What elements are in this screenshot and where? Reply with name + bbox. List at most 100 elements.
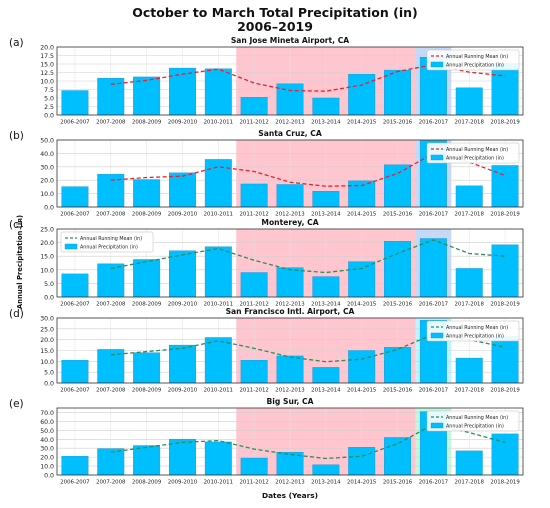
x-tick-label: 2017-2018 — [455, 302, 485, 308]
x-tick-label: 2008-2009 — [132, 212, 162, 218]
bar — [168, 344, 196, 384]
x-tick-label: 2006-2007 — [60, 302, 89, 308]
bar — [61, 456, 89, 476]
series-line-running-mean — [110, 239, 506, 274]
x-tick-label: 2013-2014 — [311, 388, 341, 394]
y-tick-label: 10.0 — [40, 191, 54, 198]
panel-label: (b) — [9, 130, 24, 142]
legend-label: Annual Running Mean (in) — [80, 236, 142, 242]
x-tick-label: 2014-2015 — [347, 388, 376, 394]
y-tick-label: 0.0 — [44, 205, 54, 212]
legend-box — [426, 320, 520, 342]
x-tick-label: 2012-2013 — [275, 388, 304, 394]
bar — [133, 179, 161, 208]
bar — [455, 268, 483, 298]
x-tick-label: 2016-2017 — [419, 302, 448, 308]
x-tick-label: 2006-2007 — [60, 212, 89, 218]
y-tick-label: 50.0 — [40, 428, 54, 435]
x-tick-label: 2012-2013 — [275, 120, 304, 126]
y-tick-label: 15.0 — [40, 254, 54, 261]
y-tick-label: 30.0 — [40, 446, 54, 453]
bar — [348, 180, 376, 208]
y-tick-label: 0.0 — [44, 113, 54, 120]
bar — [419, 238, 447, 298]
x-tick-label: 2016-2017 — [419, 388, 448, 394]
bar — [384, 437, 412, 476]
x-tick-label: 2017-2018 — [455, 480, 485, 486]
panel-1: 0.0 2.55.0 7.510.0 12.515.0 17.520.0 2006-200… — [9, 36, 524, 126]
x-tick-label: 2011-2012 — [239, 302, 268, 308]
x-tick-label: 2008-2009 — [132, 120, 162, 126]
bar — [97, 349, 125, 384]
x-tick-label: 2009-2010 — [168, 302, 198, 308]
figure-title: October to March Total Precipitation (in… — [0, 6, 550, 34]
y-tick-label: 20.0 — [40, 240, 54, 247]
x-tick-label: 2007-2008 — [96, 302, 126, 308]
bar — [97, 263, 125, 298]
bar — [168, 67, 196, 116]
y-tick-label: 5.0 — [44, 96, 54, 103]
x-tick-label: 2008-2009 — [132, 302, 162, 308]
x-tick-label: 2017-2018 — [455, 388, 485, 394]
y-tick-label: 60.0 — [40, 419, 54, 426]
series-line-running-mean — [110, 64, 506, 92]
legend-label: Annual Precipitation (in) — [446, 156, 504, 162]
x-tick-label: 2006-2007 — [60, 120, 89, 126]
x-tick-label: 2011-2012 — [239, 120, 268, 126]
x-tick-label: 2014-2015 — [347, 480, 376, 486]
y-tick-label: 0.0 — [44, 473, 54, 480]
legend-label: Annual Running Mean (in) — [446, 54, 508, 60]
bar — [312, 276, 340, 298]
bar — [133, 352, 161, 384]
bar — [491, 336, 519, 384]
y-tick-label: 50.0 — [40, 138, 54, 145]
x-tick-label: 2010-2011 — [204, 212, 233, 218]
bar — [455, 87, 483, 116]
y-tick-label: 25.0 — [40, 227, 54, 234]
panel-2: 0.0 10.0 20.0 30.0 40.0 50.0 2006-2007 2007-200… — [9, 129, 524, 218]
x-tick-label: 2006-2007 — [60, 388, 89, 394]
panel-title: Monterey, CA — [261, 218, 318, 227]
x-tick-label: 2015-2016 — [383, 120, 413, 126]
y-tick-label: 25.0 — [40, 326, 54, 333]
x-tick-label: 2014-2015 — [347, 212, 376, 218]
legend-label: Annual Running Mean (in) — [446, 147, 508, 153]
x-tick-label: 2018-2019 — [490, 388, 520, 394]
y-tick-label: 15.0 — [40, 348, 54, 355]
panel-label: (a) — [9, 37, 24, 49]
bar — [204, 159, 232, 208]
bar — [348, 447, 376, 476]
y-tick-label: 40.0 — [40, 151, 54, 158]
x-tick-label: 2013-2014 — [311, 480, 341, 486]
legend-label: Annual Precipitation (in) — [446, 334, 504, 340]
bar — [276, 184, 304, 208]
bar — [276, 267, 304, 298]
x-tick-label: 2007-2008 — [96, 388, 126, 394]
bar — [491, 63, 519, 116]
y-tick-label: 2.5 — [44, 104, 54, 111]
bar — [61, 90, 89, 116]
x-tick-label: 2009-2010 — [168, 212, 198, 218]
bar — [312, 367, 340, 384]
x-tick-label: 2007-2008 — [96, 480, 126, 486]
bar — [204, 246, 232, 298]
y-tick-label: 70.0 — [40, 410, 54, 417]
figure-title-line2: 2006–2019 — [237, 19, 313, 34]
panel-label: (e) — [9, 398, 24, 410]
bar — [133, 259, 161, 298]
bar — [168, 250, 196, 298]
y-tick-label: 0.0 — [44, 381, 54, 388]
legend-label: Annual Precipitation (in) — [446, 63, 504, 69]
x-tick-label: 2018-2019 — [490, 302, 520, 308]
y-tick-label: 10.0 — [40, 267, 54, 274]
bar — [491, 433, 519, 476]
bar — [133, 445, 161, 476]
y-tick-label: 20.0 — [40, 337, 54, 344]
y-tick-label: 15.0 — [40, 62, 54, 69]
y-tick-label: 5.0 — [44, 281, 54, 288]
axes-frame — [56, 228, 524, 298]
y-tick-label: 7.5 — [44, 87, 54, 94]
y-tick-label: 10.0 — [40, 464, 54, 471]
